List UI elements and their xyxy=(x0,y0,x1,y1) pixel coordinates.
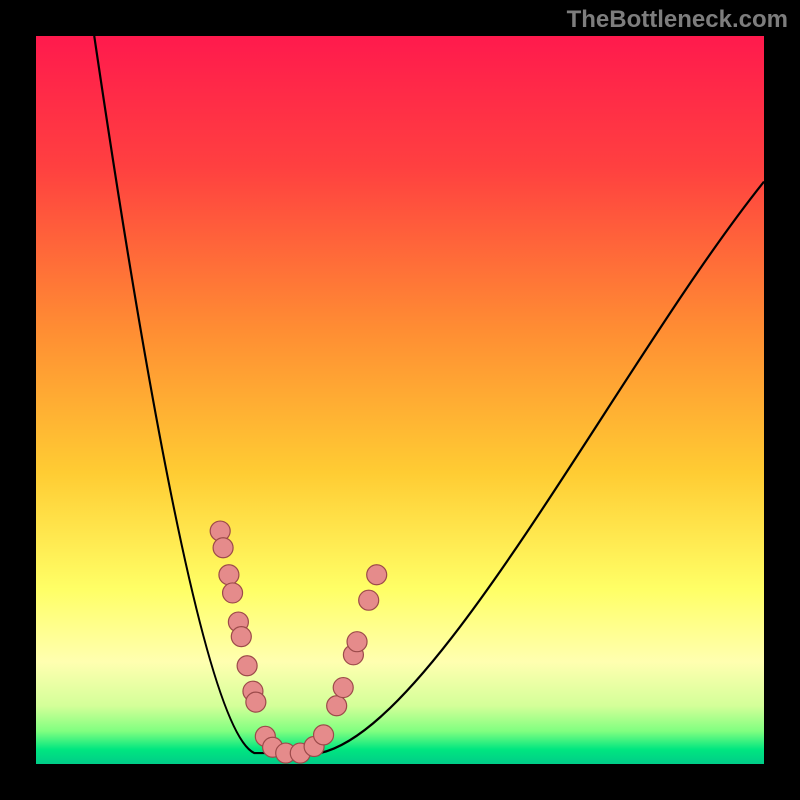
gradient-background xyxy=(36,36,764,764)
data-marker xyxy=(223,583,243,603)
watermark-text: TheBottleneck.com xyxy=(567,6,788,34)
data-marker xyxy=(359,590,379,610)
data-marker xyxy=(219,565,239,585)
data-marker xyxy=(347,632,367,652)
data-marker xyxy=(246,692,266,712)
chart-frame: TheBottleneck.com xyxy=(0,0,800,800)
data-marker xyxy=(327,696,347,716)
data-marker xyxy=(213,538,233,558)
data-marker xyxy=(333,678,353,698)
data-marker xyxy=(237,656,257,676)
data-marker xyxy=(314,725,334,745)
bottleneck-plot xyxy=(36,36,764,764)
data-marker xyxy=(231,627,251,647)
data-marker xyxy=(367,565,387,585)
